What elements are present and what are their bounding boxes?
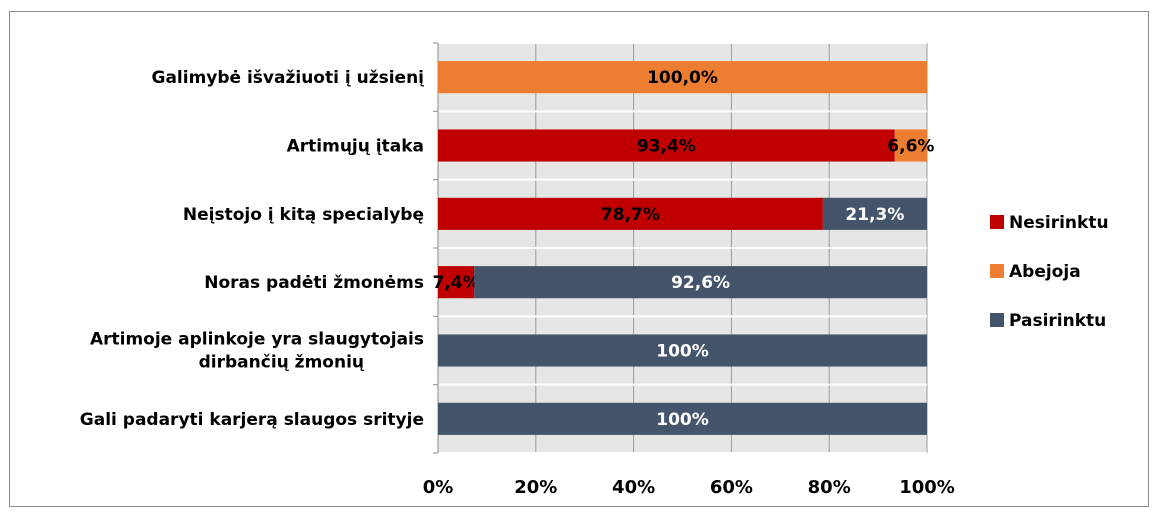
bar-segment — [438, 197, 823, 230]
data-label: 21,3% — [845, 205, 904, 225]
legend-swatch — [990, 215, 1004, 229]
data-label: 7,4% — [433, 273, 480, 293]
legend-swatch — [990, 313, 1004, 327]
bar-segment — [438, 129, 895, 162]
bar-segment — [438, 334, 927, 367]
bar-segment — [822, 197, 927, 230]
x-tick-label: 100% — [899, 477, 955, 498]
stacked-bar-chart: 100,0% 93,4% 6,6% 78,7% 21,3% 7,4% 92,6% 100% 10… — [80, 42, 1109, 498]
x-tick-label: 0% — [423, 477, 454, 498]
data-label: 6,6% — [887, 137, 934, 157]
legend-swatch — [990, 264, 1004, 278]
data-label: 78,7% — [601, 205, 660, 225]
category-label: Artimoje aplinkoje yra slaugytojais dirba… — [90, 330, 424, 373]
category-label: Noras padėti žmonėms — [204, 273, 424, 293]
data-label: 100,0% — [647, 68, 718, 88]
bar-segment — [438, 402, 927, 435]
category-label: Galimybė išvažiuoti į užsienį — [151, 68, 424, 88]
bar-segment — [474, 266, 927, 299]
x-tick-label: 40% — [612, 477, 655, 498]
category-label: Neįstojo į kitą specialybę — [183, 205, 424, 225]
x-tick-label: 60% — [710, 477, 753, 498]
chart-frame: 100,0% 93,4% 6,6% 78,7% 21,3% 7,4% 92,6% 100% 10… — [9, 11, 1149, 507]
category-label: Artimųjų įtaka — [287, 137, 424, 157]
x-tick-label: 80% — [808, 477, 851, 498]
data-label: 93,4% — [637, 137, 696, 157]
legend-label: Pasirinktu — [1009, 311, 1106, 331]
bar-segment — [438, 61, 927, 94]
legend-label: Nesirinktu — [1009, 213, 1109, 233]
data-label: 92,6% — [671, 273, 730, 293]
data-label: 100% — [656, 342, 709, 362]
bar-segment — [438, 266, 475, 299]
category-label: Gali padaryti karjerą slaugos srityje — [80, 410, 424, 430]
x-tick-label: 20% — [514, 477, 557, 498]
data-label: 100% — [656, 410, 709, 430]
legend-label: Abejoja — [1009, 262, 1081, 282]
bar-segment — [894, 129, 927, 162]
